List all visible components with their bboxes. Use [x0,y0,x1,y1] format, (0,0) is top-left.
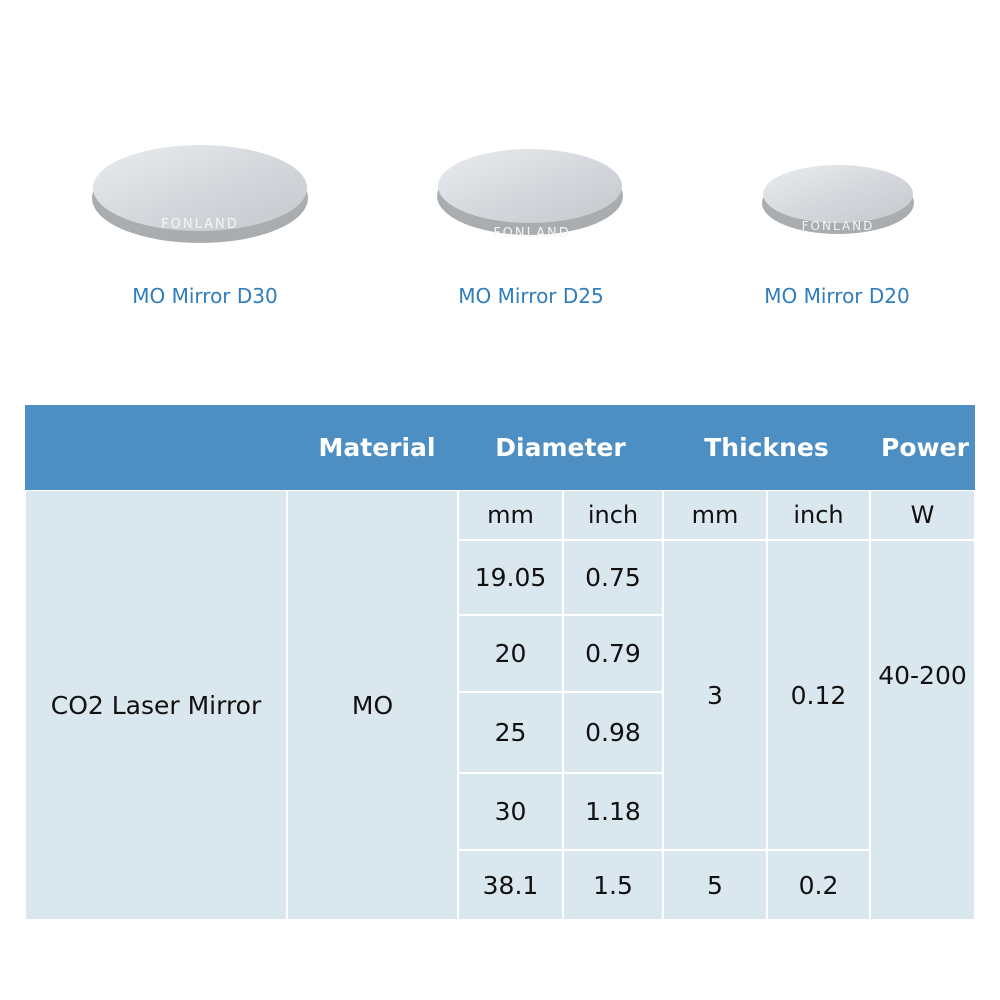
diameter-inch: 1.18 [563,773,663,850]
subheader-cell: inch [767,490,870,540]
subheader-cell: inch [563,490,663,540]
diameter-mm: 30 [458,773,563,850]
product-cell: CO2 Laser Mirror [25,490,287,920]
mirror-d30: FONLAND [92,145,308,243]
diameter-inch: 1.5 [563,850,663,920]
power-cell: 40-200 [870,540,975,920]
diameter-mm: 38.1 [458,850,563,920]
diameter-inch: 0.79 [563,615,663,692]
mirror-d20: FONLAND [762,165,914,234]
table-header [25,405,975,490]
subheader-cell: mm [663,490,767,540]
product-label: MO Mirror D25 [458,284,604,308]
diameter-inch: 0.75 [563,540,663,615]
product-label: MO Mirror D20 [764,284,910,308]
thickness-mm: 3 [663,540,767,850]
product-label: MO Mirror D30 [132,284,278,308]
thickness-inch: 0.2 [767,850,870,920]
diameter-inch: 0.98 [563,692,663,773]
subheader-cell: W [870,490,975,540]
mirror-d25: FONLAND [437,149,623,241]
mirrors: FONLAND FONLAND FONLAND [92,145,914,243]
watermark: FONLAND [493,226,571,241]
header-cell: Power [881,433,969,462]
diameter-mm: 20 [458,615,563,692]
diameter-mm: 25 [458,692,563,773]
material-cell: MO [287,490,458,920]
diameter-mm: 19.05 [458,540,563,615]
watermark: FONLAND [802,219,875,233]
header-cell: Material [318,433,436,462]
thickness-mm: 5 [663,850,767,920]
thickness-inch: 0.12 [767,540,870,850]
subheader-cell: mm [458,490,563,540]
header-cell: Diameter [495,433,626,462]
header-cell: Thicknes [704,433,829,462]
watermark: FONLAND [161,217,239,232]
